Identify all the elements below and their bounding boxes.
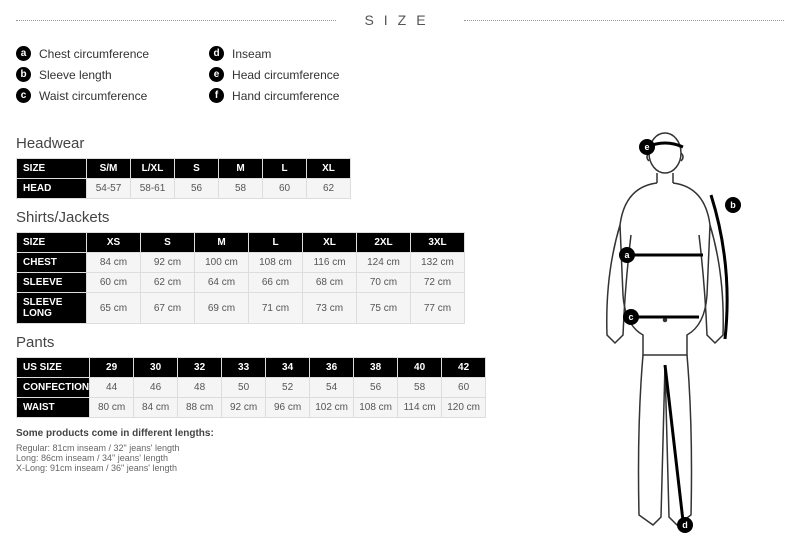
table-row: WAIST 80 cm 84 cm 88 cm 92 cm 96 cm 102 … <box>17 398 486 418</box>
heading-pants: Pants <box>16 334 546 351</box>
table-row: SLEEVE 60 cm 62 cm 64 cm 66 cm 68 cm 70 … <box>17 273 465 293</box>
table-row: SIZE S/M L/XL S M L XL <box>17 159 351 179</box>
bullet-a: a <box>16 46 31 61</box>
bullet-c: c <box>16 88 31 103</box>
legend: a Chest circumference b Sleeve length c … <box>16 46 784 103</box>
table-row: SIZE XS S M L XL 2XL 3XL <box>17 233 465 253</box>
body-svg: e a c b d <box>565 125 765 545</box>
notes-line: Regular: 81cm inseam / 32" jeans' length <box>16 443 546 453</box>
table-row: CHEST 84 cm 92 cm 100 cm 108 cm 116 cm 1… <box>17 253 465 273</box>
table-headwear: SIZE S/M L/XL S M L XL HEAD 54-57 58-61 … <box>16 158 351 199</box>
legend-text-a: Chest circumference <box>39 47 149 61</box>
notes-title: Some products come in different lengths: <box>16 428 546 439</box>
rowh-size: SIZE <box>17 159 87 179</box>
body-diagram: e a c b d <box>546 125 784 545</box>
legend-item-d: d Inseam <box>209 46 339 61</box>
legend-col-2: d Inseam e Head circumference f Hand cir… <box>209 46 339 103</box>
page-title: SIZE <box>16 12 784 28</box>
bullet-e: e <box>209 67 224 82</box>
diagram-label-d: d <box>682 520 688 530</box>
diagram-label-c: c <box>628 312 633 322</box>
legend-text-b: Sleeve length <box>39 68 112 82</box>
heading-headwear: Headwear <box>16 135 546 152</box>
legend-item-b: b Sleeve length <box>16 67 149 82</box>
table-row: SLEEVE LONG 65 cm 67 cm 69 cm 71 cm 73 c… <box>17 293 465 324</box>
legend-text-e: Head circumference <box>232 68 339 82</box>
legend-item-c: c Waist circumference <box>16 88 149 103</box>
legend-text-d: Inseam <box>232 47 271 61</box>
notes-line: X-Long: 91cm inseam / 36" jeans' length <box>16 463 546 473</box>
heading-shirts: Shirts/Jackets <box>16 209 546 226</box>
legend-col-1: a Chest circumference b Sleeve length c … <box>16 46 149 103</box>
table-shirts: SIZE XS S M L XL 2XL 3XL CHEST 84 cm 92 … <box>16 232 465 324</box>
table-row: US SIZE 29 30 32 33 34 36 38 40 42 <box>17 358 486 378</box>
legend-text-f: Hand circumference <box>232 89 339 103</box>
legend-item-a: a Chest circumference <box>16 46 149 61</box>
bullet-d: d <box>209 46 224 61</box>
table-row: CONFECTION 44 46 48 50 52 54 56 58 60 <box>17 378 486 398</box>
legend-item-e: e Head circumference <box>209 67 339 82</box>
notes-line: Long: 86cm inseam / 34" jeans' length <box>16 453 546 463</box>
bullet-b: b <box>16 67 31 82</box>
table-pants: US SIZE 29 30 32 33 34 36 38 40 42 CONFE… <box>16 357 486 418</box>
rowh-head: HEAD <box>17 179 87 199</box>
bullet-f: f <box>209 88 224 103</box>
notes: Some products come in different lengths:… <box>16 428 546 473</box>
diagram-label-b: b <box>730 200 736 210</box>
table-row: HEAD 54-57 58-61 56 58 60 62 <box>17 179 351 199</box>
legend-item-f: f Hand circumference <box>209 88 339 103</box>
legend-text-c: Waist circumference <box>39 89 147 103</box>
diagram-label-e: e <box>644 142 649 152</box>
